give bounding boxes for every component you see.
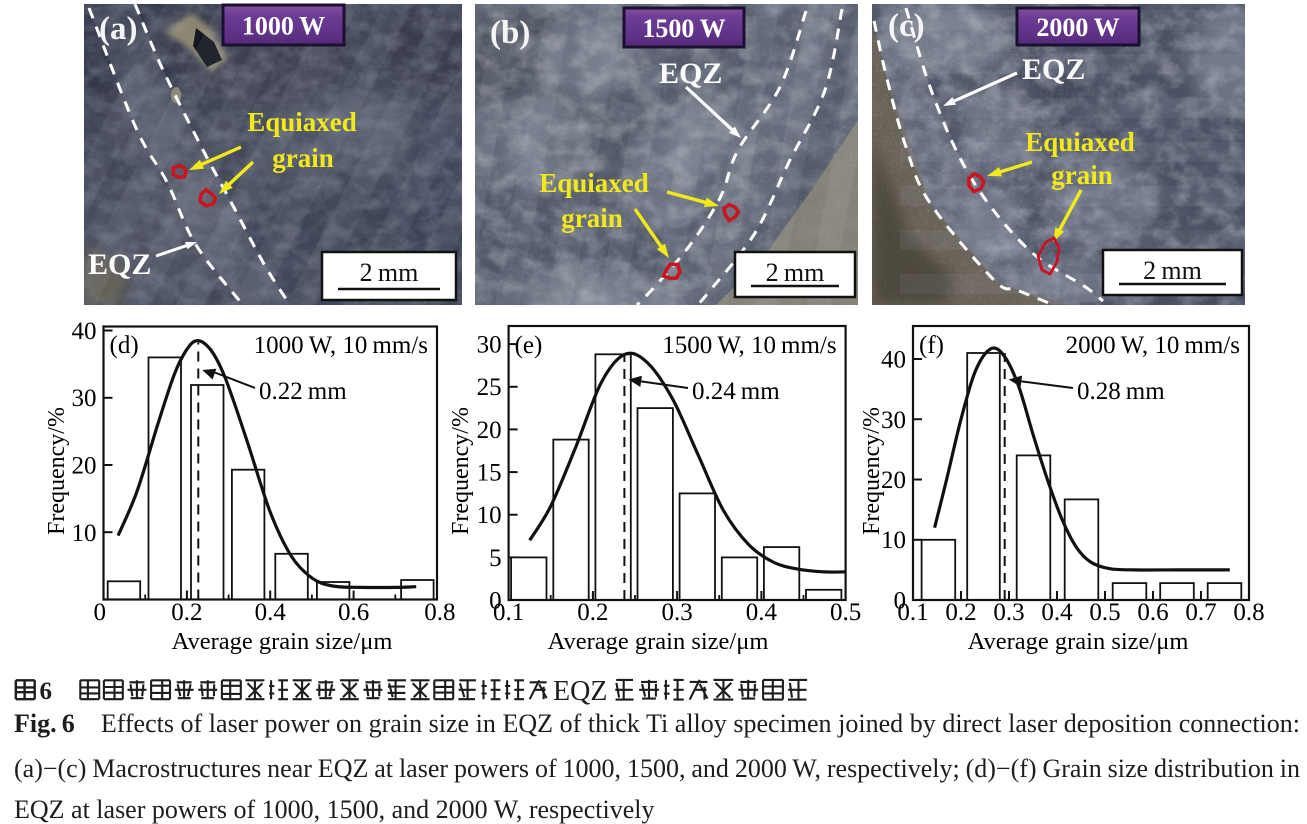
svg-text:30: 30 xyxy=(72,385,97,412)
svg-text:25: 25 xyxy=(477,374,502,401)
svg-text:Frequency/%: Frequency/% xyxy=(44,407,70,535)
svg-text:Frequency/%: Frequency/% xyxy=(448,407,474,535)
svg-text:0: 0 xyxy=(93,599,106,626)
svg-text:0.8: 0.8 xyxy=(424,599,455,626)
svg-text:0.24 mm: 0.24 mm xyxy=(692,378,780,405)
svg-text:0.28 mm: 0.28 mm xyxy=(1077,378,1165,405)
svg-text:0.6: 0.6 xyxy=(1137,599,1168,626)
svg-text:20: 20 xyxy=(72,453,97,480)
svg-text:10: 10 xyxy=(72,520,97,547)
svg-text:1000 W, 10 mm/s: 1000 W, 10 mm/s xyxy=(254,332,428,359)
svg-text:1500 W: 1500 W xyxy=(642,14,725,43)
svg-text:(a): (a) xyxy=(99,11,137,47)
svg-text:0.4: 0.4 xyxy=(746,599,778,626)
svg-text:0.5: 0.5 xyxy=(1089,599,1120,626)
svg-text:0.3: 0.3 xyxy=(661,599,692,626)
svg-text:10: 10 xyxy=(881,527,906,554)
svg-text:Equiaxed: Equiaxed xyxy=(539,168,649,198)
svg-text:Equiaxed: Equiaxed xyxy=(1025,127,1135,157)
svg-text:2 mm: 2 mm xyxy=(1143,256,1202,285)
svg-text:0.2: 0.2 xyxy=(577,599,608,626)
svg-text:10: 10 xyxy=(477,502,502,529)
svg-text:(d): (d) xyxy=(110,332,139,359)
svg-text:1500 W, 10 mm/s: 1500 W, 10 mm/s xyxy=(662,332,836,359)
svg-text:1000 W: 1000 W xyxy=(242,12,325,41)
svg-text:6: 6 xyxy=(40,678,53,705)
svg-text:0.7: 0.7 xyxy=(1185,599,1216,626)
svg-text:0.1: 0.1 xyxy=(897,599,928,626)
svg-text:EQZ: EQZ xyxy=(659,57,722,90)
svg-text:grain: grain xyxy=(272,143,334,173)
svg-text:0: 0 xyxy=(894,588,907,615)
svg-text:5: 5 xyxy=(489,545,502,572)
svg-text:20: 20 xyxy=(881,467,906,494)
svg-text:EQZ: EQZ xyxy=(88,248,151,281)
svg-text:Frequency/%: Frequency/% xyxy=(859,407,885,535)
svg-text:2000 W: 2000 W xyxy=(1036,13,1119,42)
svg-text:0: 0 xyxy=(489,588,502,615)
svg-text:0.2: 0.2 xyxy=(171,599,202,626)
svg-text:0.3: 0.3 xyxy=(993,599,1024,626)
svg-text:Average grain size/μm: Average grain size/μm xyxy=(968,628,1189,655)
svg-text:0.4: 0.4 xyxy=(1041,599,1073,626)
svg-text:0.22 mm: 0.22 mm xyxy=(259,378,347,405)
svg-text:EQZ: EQZ xyxy=(1022,53,1085,86)
svg-text:0.2: 0.2 xyxy=(945,599,976,626)
svg-text:2000 W, 10 mm/s: 2000 W, 10 mm/s xyxy=(1066,332,1240,359)
svg-text:2 mm: 2 mm xyxy=(360,258,419,287)
svg-text:30: 30 xyxy=(881,407,906,434)
svg-text:Average grain size/μm: Average grain size/μm xyxy=(548,628,769,655)
svg-text:Equiaxed: Equiaxed xyxy=(247,107,357,137)
svg-text:EQZ: EQZ xyxy=(553,676,607,707)
svg-text:(b): (b) xyxy=(490,15,530,51)
svg-text:15: 15 xyxy=(477,460,502,487)
svg-text:40: 40 xyxy=(72,318,97,345)
svg-text:20: 20 xyxy=(477,417,502,444)
svg-text:0.6: 0.6 xyxy=(338,599,369,626)
svg-text:40: 40 xyxy=(881,347,906,374)
svg-text:0.1: 0.1 xyxy=(493,599,524,626)
svg-text:(c): (c) xyxy=(888,8,925,44)
svg-text:0.5: 0.5 xyxy=(830,599,861,626)
svg-text:0.8: 0.8 xyxy=(1233,599,1264,626)
svg-text:Average grain size/μm: Average grain size/μm xyxy=(172,628,393,655)
svg-text:0.4: 0.4 xyxy=(255,599,287,626)
svg-text:2 mm: 2 mm xyxy=(766,258,825,287)
svg-text:grain: grain xyxy=(1051,160,1113,190)
svg-text:(f): (f) xyxy=(919,332,944,359)
svg-text:grain: grain xyxy=(561,203,623,233)
svg-text:(e): (e) xyxy=(515,332,543,359)
svg-text:30: 30 xyxy=(477,332,502,359)
